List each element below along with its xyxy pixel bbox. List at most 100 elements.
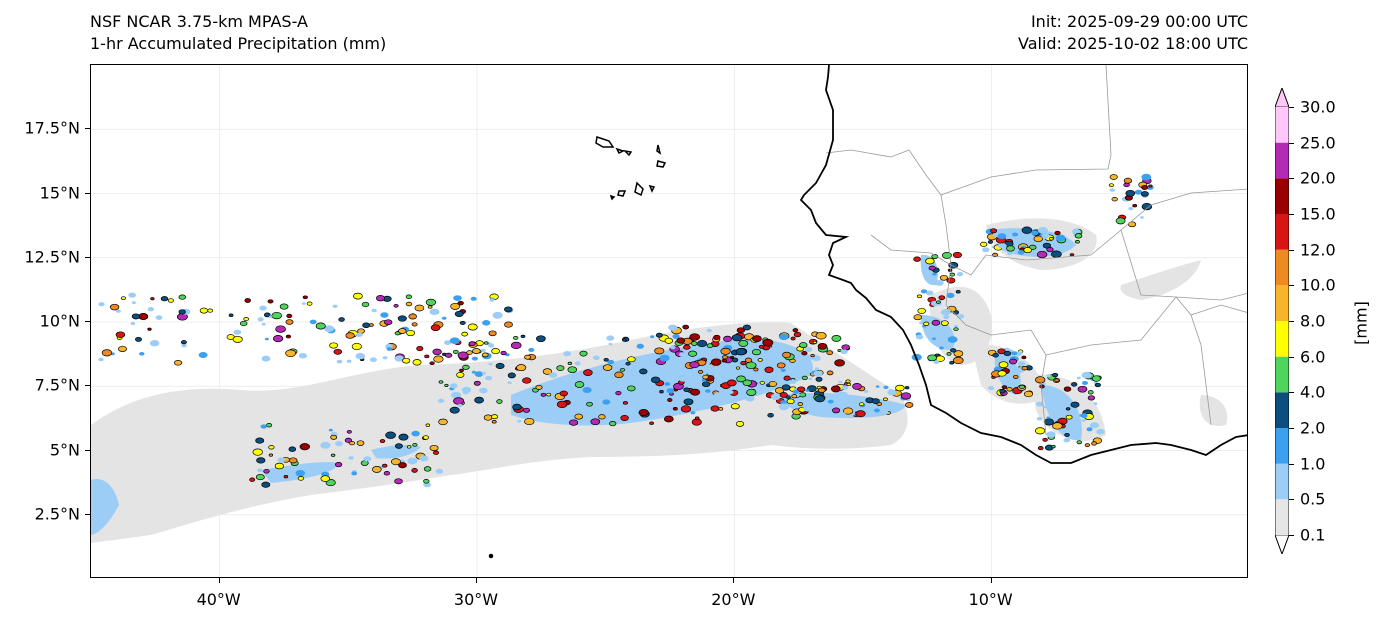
precip-cell — [328, 428, 333, 432]
precip-area-grey — [1199, 395, 1228, 426]
precip-cell — [438, 380, 444, 384]
precip-cell — [376, 295, 385, 302]
precip-cell — [295, 470, 305, 477]
precip-cell — [887, 389, 897, 396]
lat-tick-label: 10°N — [39, 311, 80, 331]
precip-cell — [495, 362, 505, 369]
precip-cell — [583, 369, 593, 376]
country-borders — [825, 65, 1247, 436]
precip-cell — [425, 298, 437, 306]
precip-cell — [917, 307, 926, 314]
precip-cell — [646, 390, 656, 397]
precip-cell — [397, 315, 407, 322]
precip-cell — [333, 348, 343, 355]
precip-cell — [496, 399, 503, 404]
precip-cell — [757, 358, 763, 362]
precip-cell — [875, 385, 880, 388]
precip-cell — [474, 396, 484, 404]
precip-cell — [814, 367, 819, 371]
precip-cell — [1052, 372, 1059, 378]
precip-cell — [697, 339, 708, 348]
colorbar-segment — [1275, 249, 1289, 286]
precip-cell — [263, 468, 270, 474]
precip-cell — [980, 241, 988, 247]
precip-cell — [839, 391, 848, 398]
precip-cell — [1069, 253, 1075, 257]
colorbar-tick-label: 25.0 — [1300, 133, 1336, 153]
precip-cell — [335, 441, 343, 447]
precip-cell — [636, 343, 644, 349]
island-santo-antao — [595, 136, 615, 148]
precip-cell — [639, 368, 648, 375]
precip-cell — [635, 374, 643, 380]
lat-tick-mark — [85, 128, 90, 130]
precip-cell — [457, 351, 469, 360]
precip-cell — [1046, 392, 1056, 399]
precip-cell — [1094, 382, 1101, 388]
precip-cell — [384, 319, 393, 326]
precip-cell — [602, 399, 611, 405]
precip-cell — [338, 317, 345, 322]
precip-cell — [394, 355, 404, 362]
precip-cell — [710, 405, 720, 412]
precip-cell — [683, 398, 694, 406]
precip-cell — [919, 321, 924, 325]
precip-cell — [950, 348, 957, 353]
precip-cell — [285, 319, 294, 325]
precip-cell — [931, 319, 941, 326]
precip-cell — [603, 357, 609, 362]
precip-cell — [233, 329, 242, 335]
precip-cell — [957, 314, 965, 319]
precip-cell — [257, 468, 263, 473]
precip-cell — [776, 362, 786, 369]
precip-cell — [680, 405, 692, 413]
precip-cell — [780, 368, 786, 372]
precip-cell — [1128, 206, 1134, 211]
precip-cell — [1086, 427, 1093, 432]
precip-cell — [1084, 443, 1091, 447]
precip-cell — [181, 343, 187, 348]
precip-cell — [390, 458, 401, 466]
precip-cell — [1090, 422, 1099, 429]
precip-cell — [116, 309, 121, 313]
precip-cell — [655, 332, 663, 338]
colorbar-tick-label: 1.0 — [1300, 454, 1326, 474]
precip-cell — [429, 444, 439, 452]
precip-cell — [697, 373, 703, 378]
precip-cell — [814, 395, 826, 403]
precip-cell — [672, 334, 680, 339]
precip-cell — [178, 294, 187, 300]
precip-cell — [1141, 185, 1149, 190]
colorbar-segment — [1275, 499, 1289, 535]
precip-cell — [946, 277, 956, 284]
precip-cell — [625, 361, 631, 366]
precip-cell — [1087, 395, 1096, 401]
precip-cell — [363, 456, 372, 462]
precip-cell — [609, 421, 617, 427]
precip-cell — [435, 468, 444, 474]
island-santiago — [634, 181, 644, 197]
precip-cell — [939, 274, 948, 281]
precip-cell — [830, 385, 841, 393]
precip-cell — [1041, 233, 1050, 239]
island-dot — [488, 553, 494, 559]
precip-cell — [382, 356, 388, 360]
precip-cell — [346, 429, 352, 434]
precip-cell — [838, 380, 843, 384]
cape-verde-islands — [488, 136, 667, 559]
precip-cell — [841, 344, 850, 351]
precip-cell — [330, 453, 336, 457]
precip-cell — [507, 381, 512, 385]
precip-cell — [689, 361, 700, 369]
precip-cell — [1109, 188, 1116, 192]
precip-cell — [1077, 385, 1088, 393]
precip-cell — [1033, 235, 1044, 243]
precip-cell — [369, 357, 377, 363]
lat-tick-mark — [85, 513, 90, 515]
precip-cell — [456, 372, 465, 378]
precip-cell — [904, 386, 910, 390]
precip-cell — [1063, 438, 1071, 443]
precip-cell — [855, 410, 866, 418]
precip-cell — [953, 327, 959, 332]
precip-cell — [797, 386, 806, 393]
